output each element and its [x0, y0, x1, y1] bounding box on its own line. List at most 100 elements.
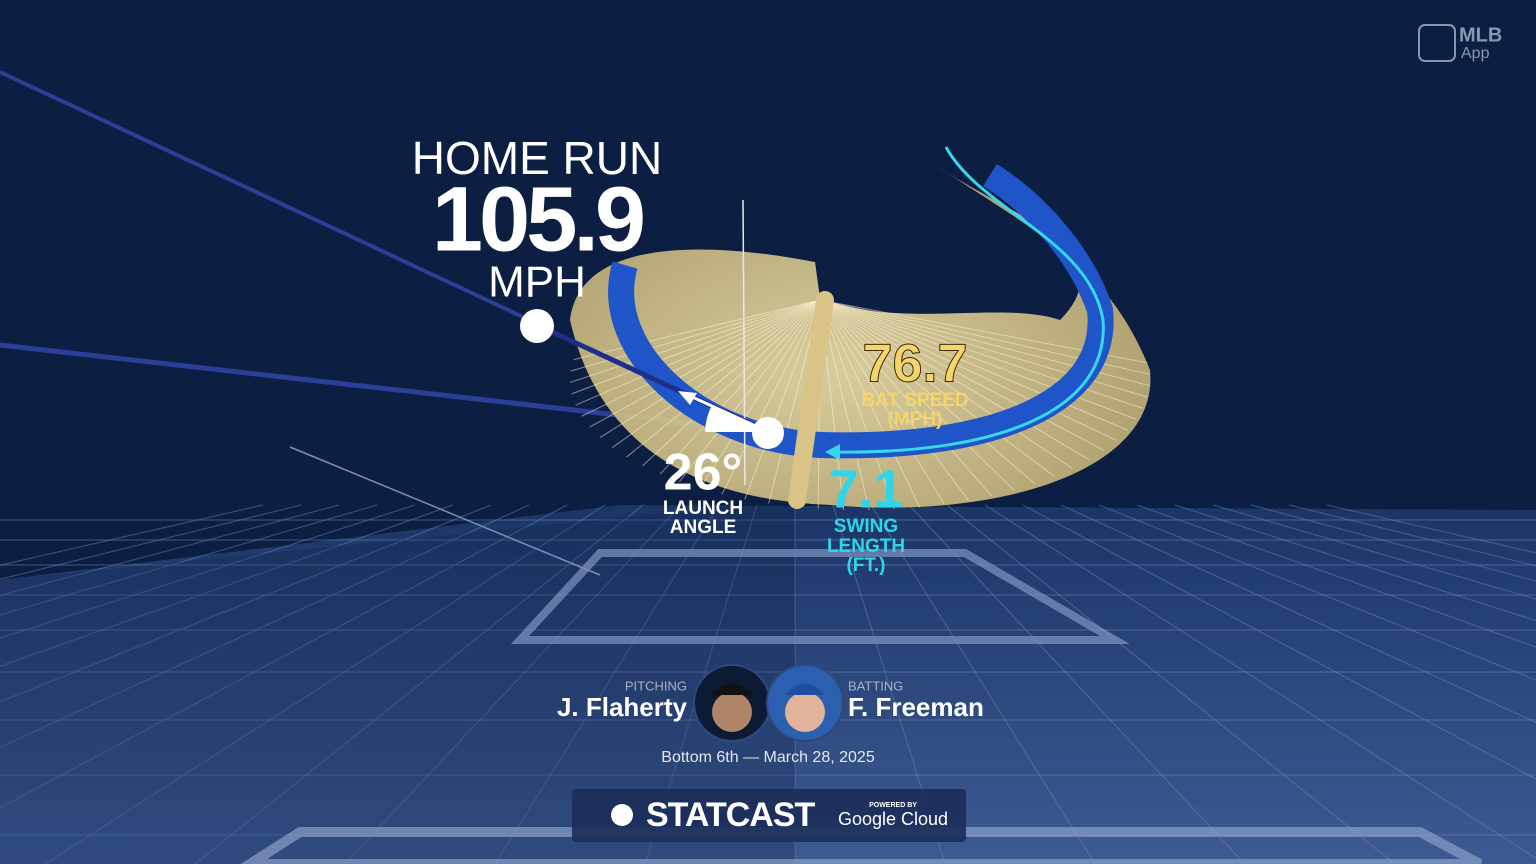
batter-face — [785, 692, 825, 732]
fan-ray — [721, 299, 821, 495]
pitcher-name: J. Flaherty — [557, 692, 688, 722]
fan-ray — [819, 299, 1055, 477]
fan-ray — [611, 299, 821, 448]
logo-box — [1418, 24, 1456, 62]
grid-column — [0, 504, 340, 597]
bat — [788, 291, 834, 509]
grid-column — [1250, 504, 1536, 582]
launch-angle-label: LAUNCH — [663, 498, 743, 519]
fan-ray — [642, 299, 821, 467]
angle-wedge — [705, 405, 768, 432]
fan-ray — [575, 299, 821, 406]
grid-column — [0, 504, 264, 566]
grid-column — [946, 504, 1396, 864]
fan-ray — [819, 299, 1090, 461]
grid-column — [1060, 504, 1536, 724]
grid-column — [870, 504, 1096, 864]
fan-ray — [599, 299, 821, 438]
grid-column — [1136, 504, 1536, 648]
launch-angle-value: 26° — [664, 444, 743, 502]
fan-ray — [569, 299, 821, 383]
grid-column — [1022, 504, 1536, 780]
fan-ray — [819, 299, 1117, 441]
launch-arrowhead — [678, 391, 697, 405]
bat-speed-value: 76.7 — [862, 333, 967, 393]
fan-ray — [819, 299, 896, 510]
fan-ray — [678, 299, 821, 483]
fan-ray — [589, 299, 821, 428]
swing-band — [608, 163, 1114, 459]
batter-cap — [785, 683, 825, 695]
swing-arrow — [825, 444, 840, 460]
swing-length-label: SWING — [834, 516, 898, 537]
grid-column — [0, 504, 568, 809]
batter-role: BATTING — [848, 678, 903, 693]
batter-name: F. Freeman — [848, 692, 984, 722]
fan-ray — [581, 299, 821, 417]
shadow — [0, 500, 795, 864]
fan-ray — [626, 299, 821, 458]
statcast-brand: STATCAST — [646, 796, 816, 834]
pitcher-cap — [712, 683, 752, 695]
logo-brand: MLB — [1459, 24, 1502, 46]
trajectory-line — [0, 70, 541, 327]
fan-ray — [819, 299, 1073, 469]
ref-line — [289, 446, 601, 576]
grid-column — [0, 504, 492, 703]
grid-column — [0, 504, 454, 667]
fan-ray — [819, 299, 1144, 409]
grid-column — [0, 504, 416, 639]
fan-ray — [819, 299, 1137, 420]
swing-path — [829, 146, 1105, 454]
fan-ray — [819, 299, 945, 505]
fan-ray — [819, 299, 969, 501]
result-title: HOME RUN — [412, 132, 662, 184]
swing-length-unit: (FT.) — [846, 555, 885, 576]
grid-column — [1212, 504, 1536, 600]
pitcher-face — [712, 692, 752, 732]
swing-length-value: 7.1 — [828, 459, 903, 519]
exit-velocity: 105.9 — [432, 168, 643, 270]
fan-ray — [699, 299, 821, 489]
grid-column — [1174, 504, 1536, 622]
fan-ray — [819, 299, 993, 497]
grid-column — [194, 504, 644, 864]
fan-ray — [819, 299, 1015, 491]
grid-column — [1098, 504, 1536, 681]
grid-column — [908, 504, 1246, 864]
batters-box — [510, 549, 1130, 644]
grid-column — [984, 504, 1536, 859]
fan-ray — [573, 299, 821, 361]
fan-ray — [571, 299, 821, 395]
grid-column — [0, 504, 378, 616]
grid-column — [0, 504, 530, 748]
bat-speed-label: BAT SPEED — [861, 390, 968, 411]
grid-column — [1288, 504, 1536, 567]
grid-column — [0, 504, 302, 580]
pitcher-role: PITCHING — [625, 678, 687, 693]
grid-column — [494, 504, 720, 864]
logo-sub: App — [1461, 45, 1490, 62]
powered-by: POWERED BY — [869, 802, 917, 809]
fan-ray — [819, 299, 1105, 451]
floor — [0, 505, 1536, 864]
statcast-badge — [572, 789, 966, 842]
exit-velocity-unit: MPH — [488, 258, 586, 307]
plate-box — [240, 827, 1483, 864]
fan-ray — [819, 299, 921, 508]
contact-ball — [752, 417, 784, 449]
fan-ray — [659, 299, 821, 475]
ball — [520, 309, 554, 343]
game-context: Bottom 6th — March 28, 2025 — [661, 749, 875, 766]
bat-speed-unit: (MPH) — [888, 409, 943, 430]
grid-column — [344, 504, 682, 864]
swing-length-label: LENGTH — [827, 536, 905, 557]
launch-angle-label: ANGLE — [670, 517, 737, 538]
vertical-ref — [742, 199, 746, 486]
fan-ray — [819, 299, 1036, 485]
fan-ray — [744, 299, 821, 500]
fan-ray — [819, 299, 1128, 431]
mlb-mark — [611, 804, 633, 826]
